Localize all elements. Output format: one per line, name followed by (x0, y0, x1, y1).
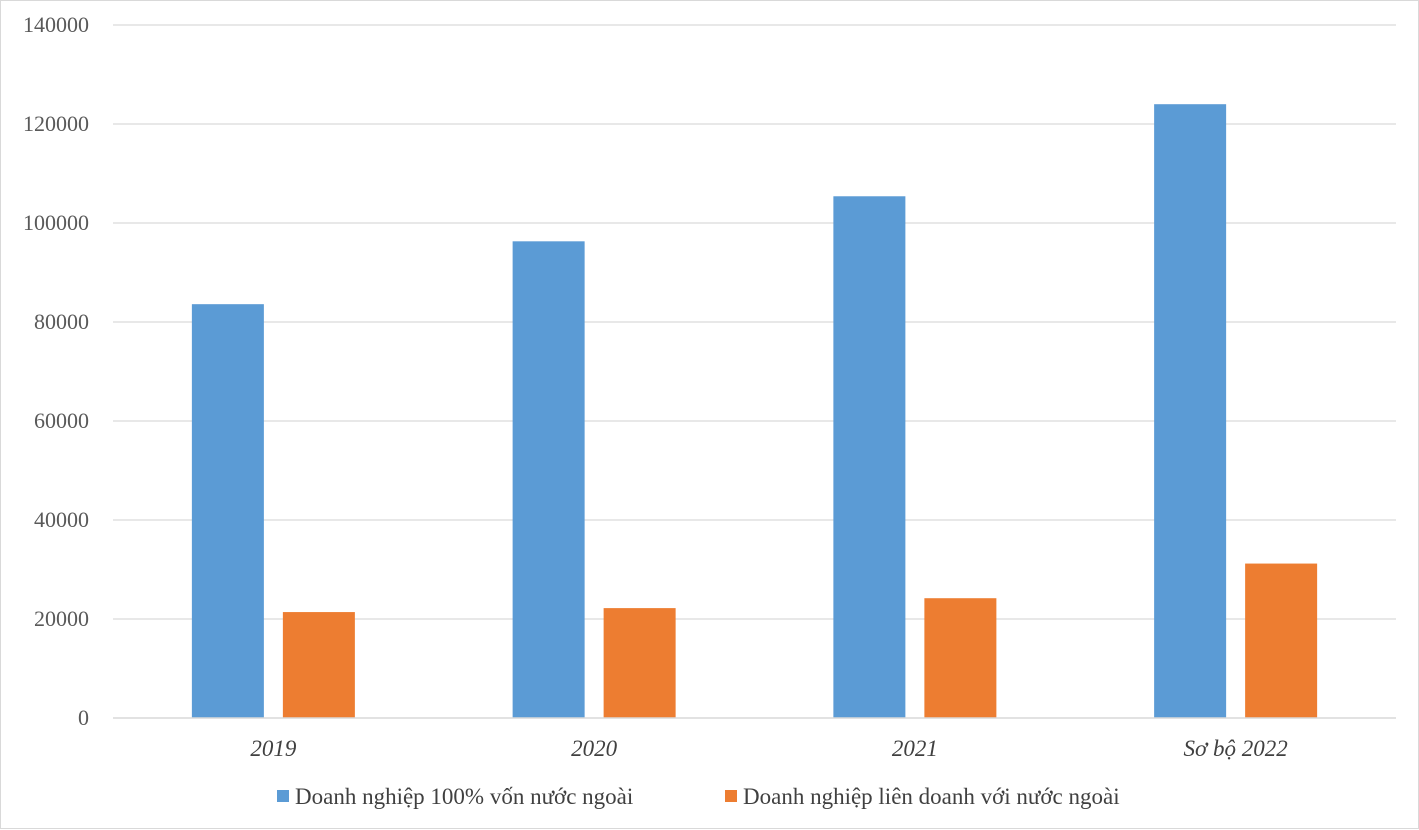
x-tick-label: 2020 (571, 736, 618, 761)
y-tick-label: 140000 (23, 12, 89, 37)
x-tick-label: 2021 (892, 736, 938, 761)
y-tick-label: 20000 (34, 606, 89, 631)
bar-series-2-2020 (603, 608, 676, 718)
bar-series-2-Sơ-bộ-2022 (1245, 563, 1318, 718)
bar-series-1-Sơ-bộ-2022 (1154, 104, 1227, 718)
legend-swatch-1 (277, 790, 289, 802)
bar-series-2-2019 (282, 612, 355, 718)
bar-series-1-2019 (191, 304, 264, 718)
y-tick-label: 40000 (34, 507, 89, 532)
bar-series-1-2020 (512, 241, 585, 718)
legend-label-1: Doanh nghiệp 100% vốn nước ngoài (295, 784, 633, 809)
y-tick-label: 80000 (34, 309, 89, 334)
legend: Doanh nghiệp 100% vốn nước ngoài Doanh ng… (277, 784, 1120, 809)
y-tick-label: 60000 (34, 408, 89, 433)
y-tick-label: 120000 (23, 111, 89, 136)
x-axis-ticks: 2019 2020 2021 Sơ bộ 2022 (250, 736, 1287, 761)
y-axis-ticks: 0 20000 40000 60000 80000 100000 120000 140000 (23, 12, 89, 730)
bar-series-2-2021 (924, 598, 997, 718)
x-tick-label: Sơ bộ 2022 (1183, 736, 1287, 761)
gridlines (113, 24, 1396, 620)
bars (191, 104, 1318, 718)
legend-label-2: Doanh nghiệp liên doanh với nước ngoài (743, 784, 1120, 809)
x-tick-label: 2019 (250, 736, 297, 761)
y-tick-label: 100000 (23, 210, 89, 235)
bar-series-1-2021 (833, 196, 906, 718)
legend-swatch-2 (725, 790, 737, 802)
y-tick-label: 0 (78, 705, 89, 730)
